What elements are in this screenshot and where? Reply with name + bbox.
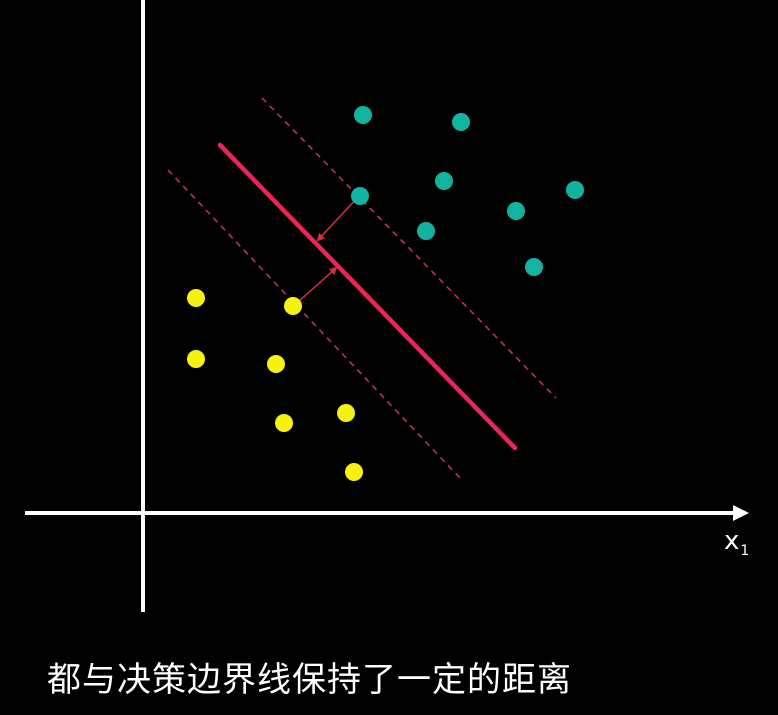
x-axis-label: x1 bbox=[724, 528, 749, 564]
class-a-points bbox=[351, 106, 584, 276]
lower-margin-arrow bbox=[296, 266, 338, 304]
subtitle-caption: 都与决策边界线保持了一定的距离 bbox=[47, 660, 572, 700]
upper-margin-arrow bbox=[316, 196, 359, 242]
class-b-point bbox=[187, 350, 205, 368]
class-b-point bbox=[337, 404, 355, 422]
class-b-support-vector bbox=[284, 297, 302, 315]
class-a-point bbox=[566, 181, 584, 199]
class-b-point bbox=[275, 414, 293, 432]
x-axis-label-subscript: 1 bbox=[740, 543, 750, 559]
class-a-point bbox=[525, 258, 543, 276]
x-axis-label-text: x bbox=[724, 526, 740, 556]
class-b-point bbox=[267, 355, 285, 373]
class-a-support-vector bbox=[351, 187, 369, 205]
class-a-point bbox=[435, 172, 453, 190]
upper-margin-line bbox=[261, 97, 557, 399]
class-b-point bbox=[345, 463, 363, 481]
x-axis-arrowhead bbox=[733, 505, 749, 521]
class-a-point bbox=[507, 202, 525, 220]
class-b-point bbox=[187, 289, 205, 307]
class-a-point bbox=[354, 106, 372, 124]
decision-boundary-line bbox=[217, 142, 518, 451]
class-a-point bbox=[452, 113, 470, 131]
class-a-point bbox=[417, 222, 435, 240]
lower-margin-line bbox=[167, 169, 461, 479]
class-b-points bbox=[187, 289, 363, 481]
